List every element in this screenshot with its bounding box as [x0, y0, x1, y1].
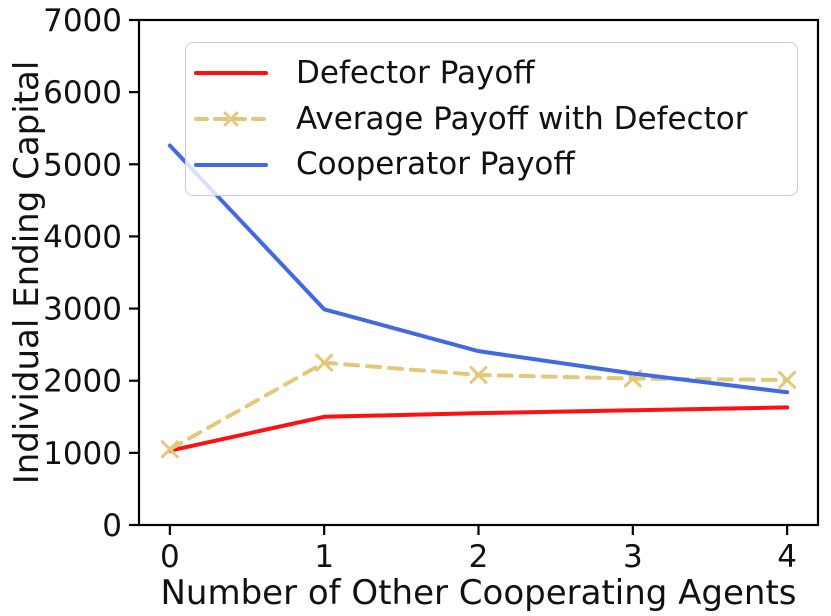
legend-x-marker-icon — [223, 111, 239, 127]
series-line-0 — [167, 405, 790, 453]
x-marker — [778, 370, 797, 389]
legend-line-sample-average — [194, 111, 268, 127]
x-tick-label: 2 — [469, 539, 489, 575]
x-marker — [469, 365, 488, 384]
y-tick-label: 6000 — [43, 75, 122, 111]
chart-legend: Defector Payoff Average Payoff with Defe… — [185, 42, 798, 196]
y-tick-label: 0 — [102, 508, 122, 544]
y-tick-label: 7000 — [43, 3, 122, 39]
y-tick-label: 3000 — [43, 292, 122, 328]
y-tick-label: 2000 — [43, 364, 122, 400]
series-line-2 — [167, 143, 790, 395]
legend-line-sample-defector — [194, 71, 268, 76]
x-tick-label: 4 — [777, 539, 797, 575]
x-marker — [160, 440, 179, 459]
y-axis-label: Individual Ending Capital — [7, 61, 47, 485]
legend-item-cooperator-payoff: Cooperator Payoff — [194, 149, 797, 180]
legend-label-defector-payoff: Defector Payoff — [296, 54, 535, 91]
legend-item-defector-payoff: Defector Payoff — [194, 54, 797, 91]
x-tick-label: 3 — [623, 539, 643, 575]
x-marker — [315, 353, 334, 372]
x-axis-label: Number of Other Cooperating Agents — [160, 573, 796, 613]
legend-line-sample-cooperator — [194, 162, 268, 167]
legend-item-average-payoff: Average Payoff with Defector — [194, 100, 797, 137]
legend-label-cooperator-payoff: Cooperator Payoff — [296, 146, 575, 183]
y-tick-label: 1000 — [43, 436, 122, 472]
x-tick-label: 1 — [314, 539, 334, 575]
legend-label-average-payoff: Average Payoff with Defector — [296, 100, 748, 137]
y-tick-label: 5000 — [43, 147, 122, 183]
y-tick-label: 4000 — [43, 219, 122, 255]
x-tick-label: 0 — [160, 539, 180, 575]
